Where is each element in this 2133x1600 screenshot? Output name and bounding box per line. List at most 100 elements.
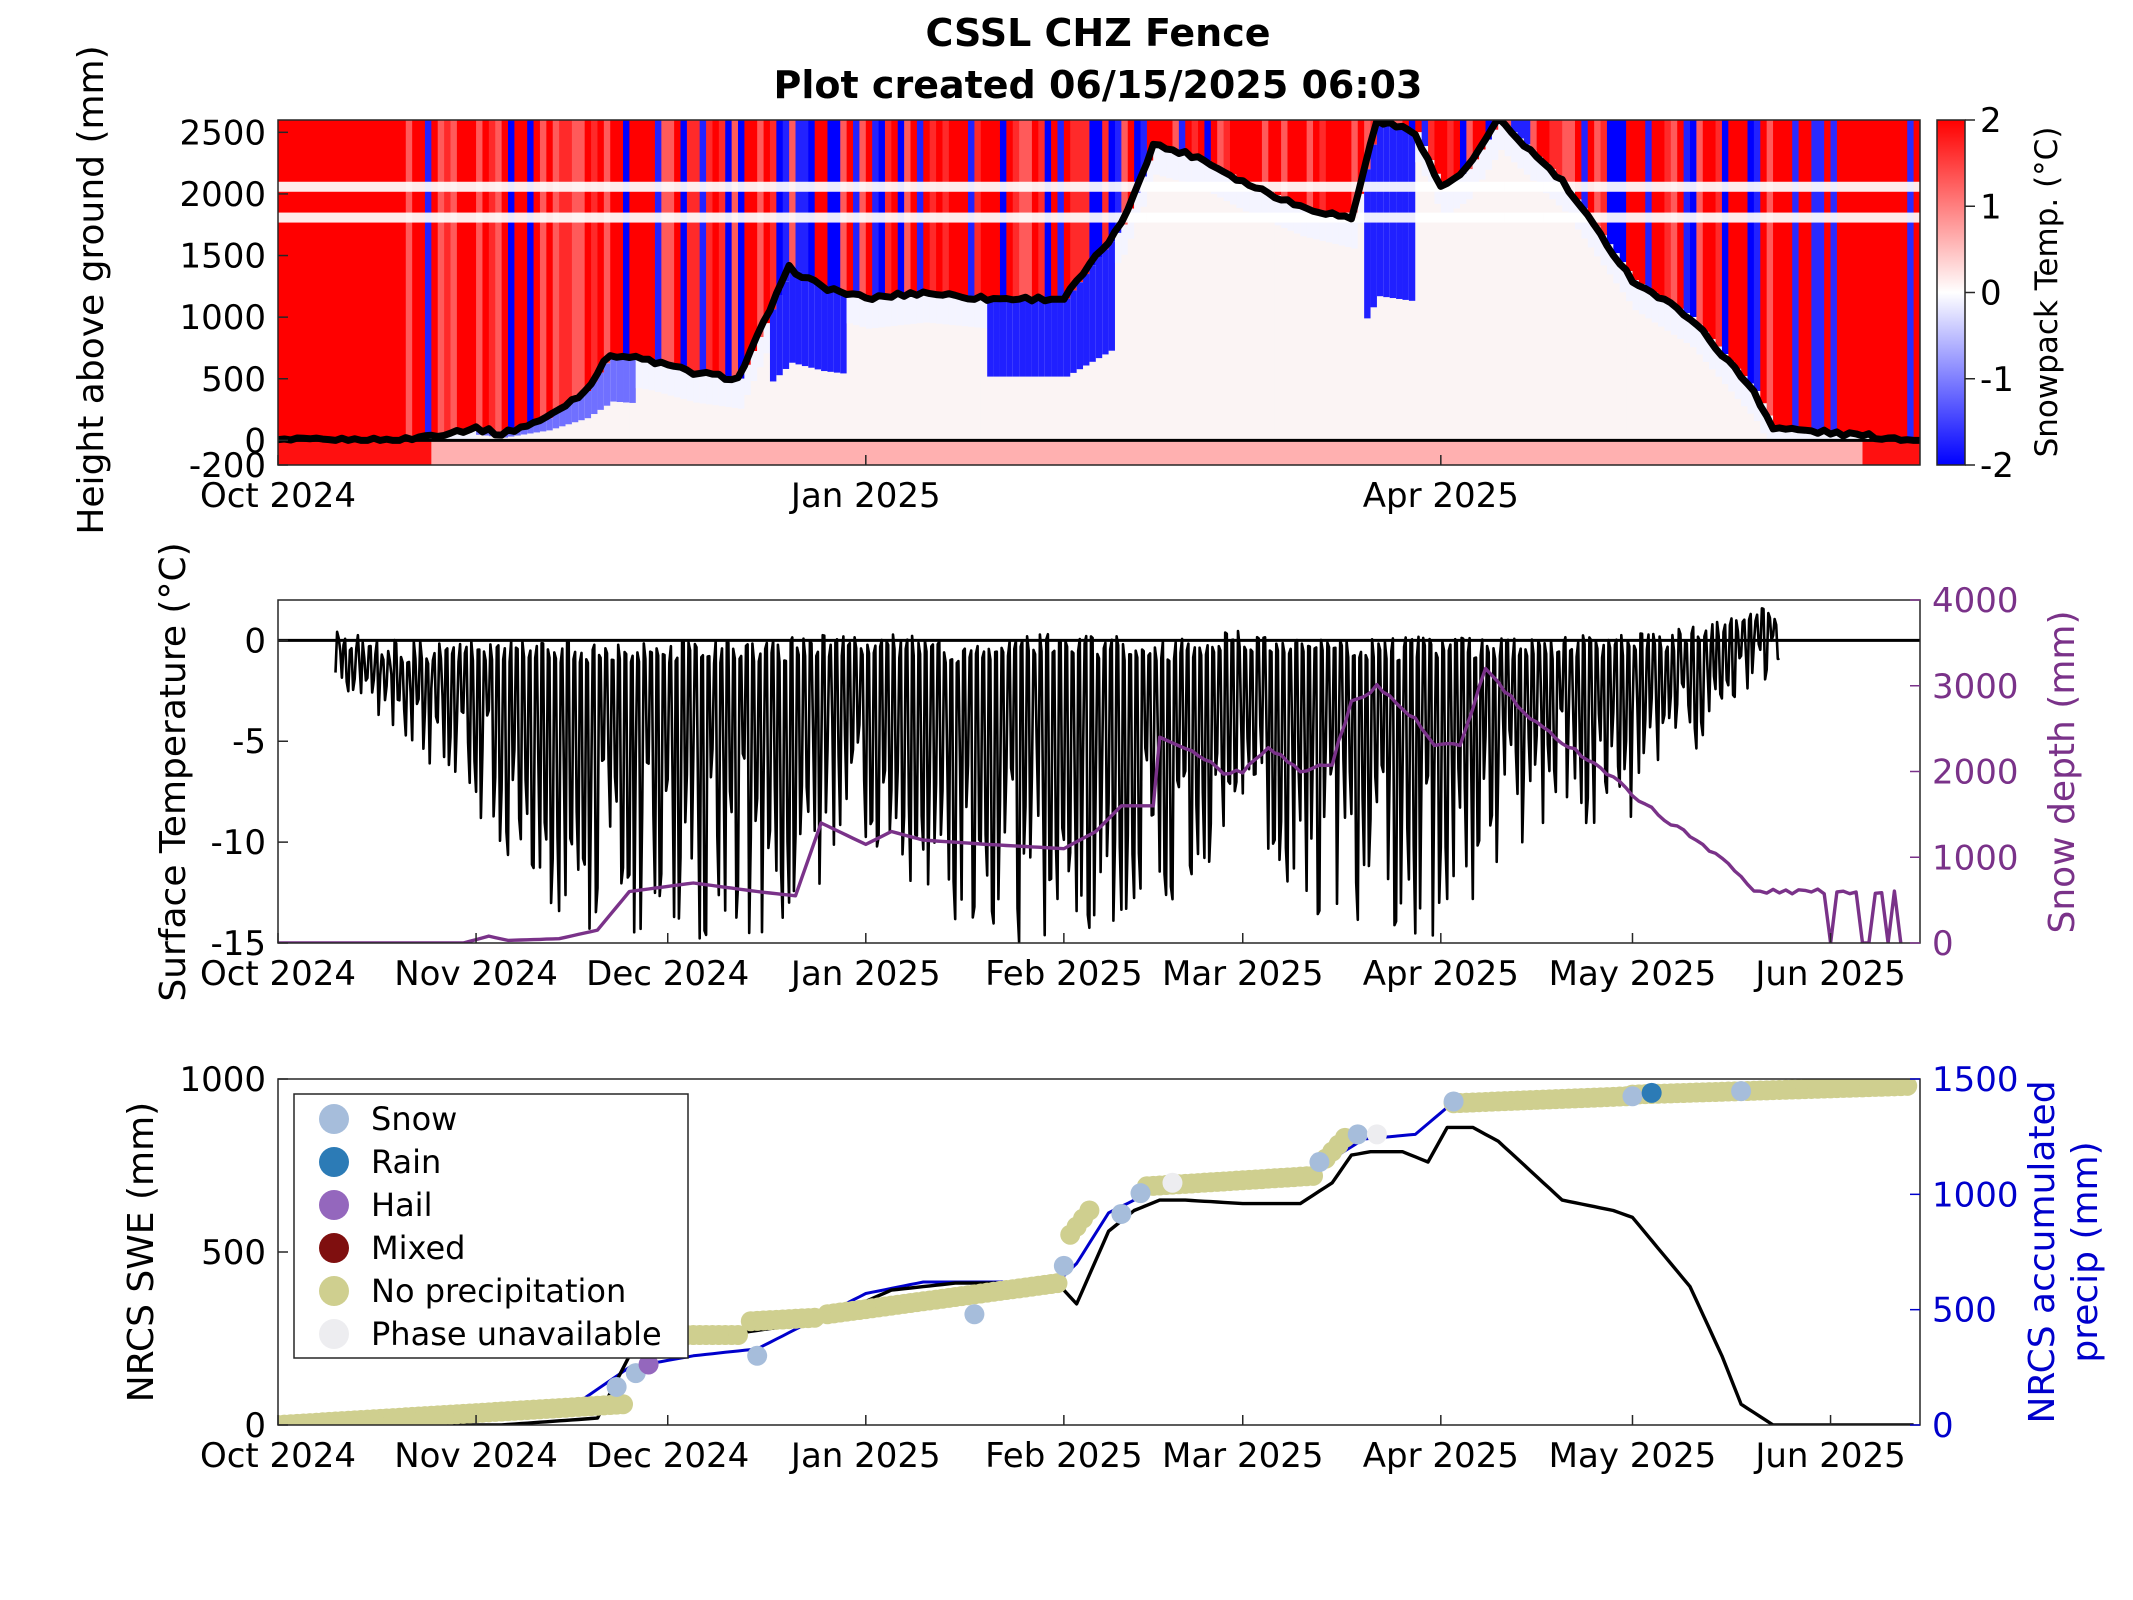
swe-x-tick-label: May 2025 [1549, 1436, 1717, 1476]
heatmap-snow-top-cell [782, 281, 790, 369]
heatmap-air-cell [718, 120, 726, 377]
heatmap-ground-cell [1543, 440, 1551, 465]
heatmap-x-tick-label: Apr 2025 [1363, 476, 1519, 516]
heatmap-snow-cell [1332, 213, 1340, 441]
heatmap-snow-cell [846, 293, 854, 441]
heatmap-snow-cell [1549, 169, 1557, 441]
heatmap-ground-cell [565, 440, 573, 465]
heatmap-ground-cell [1498, 440, 1506, 465]
heatmap-air-cell [1862, 120, 1870, 436]
heatmap-ground-cell [552, 440, 560, 465]
heatmap-air-cell [1907, 120, 1915, 440]
heatmap-snow-cell [859, 296, 867, 441]
heatmap-ground-cell [1146, 440, 1154, 465]
heatmap-air-cell [1031, 120, 1039, 299]
heatmap-snow-cell [942, 294, 950, 441]
heatmap-air-cell [1108, 120, 1116, 242]
heatmap-ground-cell [348, 440, 356, 465]
heatmap-air-cell [1773, 120, 1781, 429]
heatmap-snow-cell [1619, 262, 1627, 441]
legend-rain-label: Rain [371, 1143, 441, 1181]
heatmap-ground-cell [1728, 440, 1736, 465]
heatmap-air-cell [1300, 120, 1308, 207]
heatmap-snow-top-cell [1798, 430, 1806, 441]
heatmap-ground-cell [1338, 440, 1346, 465]
heatmap-air-cell [1440, 120, 1448, 188]
heatmap-snow-cell [1153, 144, 1161, 441]
heatmap-air-cell [1779, 120, 1787, 429]
heatmap-ground-cell [1364, 440, 1372, 465]
heatmap-ground-cell [1236, 440, 1244, 465]
heatmap-y-tick-label: 2500 [179, 113, 266, 153]
heatmap-ground-cell [853, 440, 861, 465]
heatmap-ground-cell [699, 440, 707, 465]
heatmap-air-cell [450, 120, 458, 433]
heatmap-snow-top-cell [571, 400, 579, 423]
heatmap-air-cell [463, 120, 471, 431]
heatmap-snow-top-cell [833, 289, 841, 373]
heatmap-air-cell [1651, 120, 1659, 293]
heatmap-ground-cell [303, 440, 311, 465]
heatmap-snow-cell [1178, 151, 1186, 441]
heatmap-ground-cell [725, 440, 733, 465]
heatmap-snow-cell [1728, 361, 1736, 441]
snow-point [1622, 1086, 1643, 1107]
heatmap-ground-cell [591, 440, 599, 465]
heatmap-ground-cell [904, 440, 912, 465]
heatmap-air-cell [501, 120, 509, 435]
temp-x-tick-label: Dec 2024 [586, 954, 749, 994]
heatmap-snow-top-cell [827, 288, 835, 372]
heatmap-snow-top-cell [706, 374, 714, 405]
heatmap-snow-cell [974, 297, 982, 441]
heatmap-snow-top-cell [1562, 181, 1570, 212]
heatmap-ground-cell [578, 440, 586, 465]
heatmap-ground-cell [942, 440, 950, 465]
heatmap-snow-cell [1344, 217, 1352, 441]
heatmap-snow-top-cell [1389, 124, 1397, 299]
heatmap-ground-cell [1063, 440, 1071, 465]
heatmap-snow-cell [1734, 368, 1742, 441]
heatmap-ground-cell [1862, 440, 1870, 465]
snow-point [1443, 1091, 1464, 1112]
heatmap-snow-cell [1613, 253, 1621, 441]
heatmap-snow-top-cell [456, 431, 464, 441]
heatmap-snow-top-cell [1044, 298, 1052, 377]
heatmap-air-cell [916, 120, 924, 294]
heatmap-snow-cell [1568, 190, 1576, 441]
heatmap-snow-top-cell [891, 295, 899, 326]
heatmap-snow-top-cell [552, 413, 560, 429]
heatmap-ground-cell [1396, 440, 1404, 465]
heatmap-air-cell [444, 120, 452, 434]
heatmap-air-cell [1134, 120, 1142, 193]
heatmap-snow-depth-line [278, 120, 1920, 444]
heatmap-ground-cell [527, 440, 535, 465]
heatmap-snow-top-cell [1587, 217, 1595, 248]
heatmap-air-cell [610, 120, 618, 355]
heatmap-snow-top-cell [731, 377, 739, 408]
heatmap-y-tick-label: 1500 [179, 237, 266, 277]
heatmap-air-cell [1019, 120, 1027, 299]
heatmap-ground-cell [1485, 440, 1493, 465]
heatmap-air-cell [469, 120, 477, 430]
heatmap-air-cell [1785, 120, 1793, 430]
heatmap-snow-cell [1638, 284, 1646, 441]
heatmap-ground-cell [520, 440, 528, 465]
heatmap-ground-cell [1434, 440, 1442, 465]
colorbar-tick-label: -2 [1980, 446, 2014, 486]
heatmap-ground-cell [1741, 440, 1749, 465]
heatmap-air-cell [1121, 120, 1129, 225]
heatmap-air-cell [1357, 120, 1365, 194]
heatmap-air-cell [725, 120, 733, 377]
heatmap-ground-cell [1383, 440, 1391, 465]
heatmap-air-cell [661, 120, 669, 364]
heatmap-snow-top-cell [1849, 434, 1857, 441]
heatmap-snow-cell [1300, 206, 1308, 441]
heatmap-snow-cell [948, 294, 956, 441]
heatmap-snow-top-cell [1600, 235, 1608, 266]
temp-y-tick-label: -10 [210, 823, 266, 863]
heatmap-ground-cell [1261, 440, 1269, 465]
heatmap-ground-cell [1051, 440, 1059, 465]
heatmap-ground-cell [897, 440, 905, 465]
heatmap-snow-cell [1166, 148, 1174, 441]
heatmap-ground-cell [642, 440, 650, 465]
